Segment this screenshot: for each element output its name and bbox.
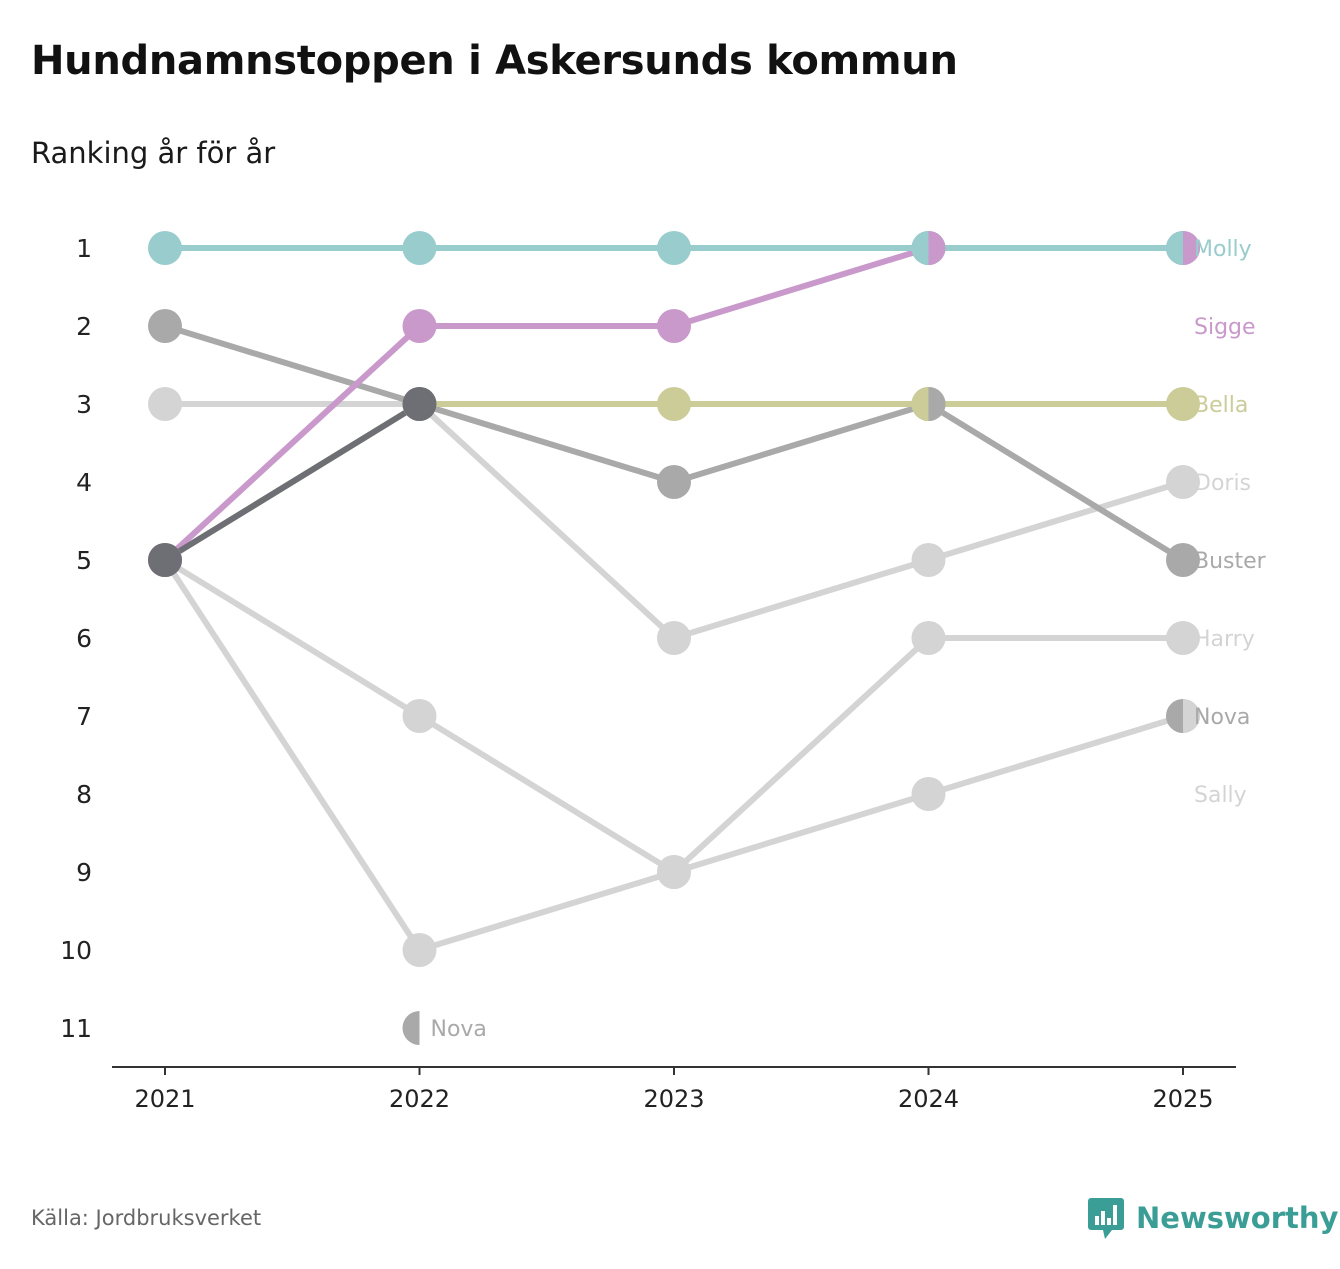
series-line-doris: [162, 401, 1186, 641]
series-line-harry: [162, 557, 1186, 875]
series-line-buster: [162, 323, 1186, 563]
end-label-sigge: Sigge: [1194, 315, 1256, 340]
marker-molly-2021: [148, 231, 182, 265]
x-axis: 2021 2022 2023 2024 2025: [112, 1066, 1236, 1113]
marker-molly-2023: [657, 231, 691, 265]
y-tick-label-10: 10: [60, 936, 92, 965]
y-tick-label-5: 5: [76, 546, 92, 575]
y-axis-tick-labels: 1 2 3 4 5 6 7 8 9 10 11: [60, 234, 92, 1043]
marker-sally-2022: [402, 933, 437, 967]
series-lines: [162, 245, 1186, 953]
marker-bella-2023: [657, 387, 691, 421]
end-label-sally: Sally: [1194, 783, 1247, 808]
end-label-nova: Nova: [1194, 705, 1250, 730]
y-tick-label-3: 3: [76, 390, 92, 419]
x-tick-label-2024: 2024: [898, 1085, 959, 1113]
split-marker-2025-1: [1166, 231, 1200, 265]
marker-buster-2021: [148, 309, 182, 343]
marker-doris-2023: [657, 621, 691, 655]
marker-sigge-2023: [657, 309, 691, 343]
marker-sally-2024: [911, 777, 946, 811]
marker-molly-2022: [402, 231, 437, 265]
marker-buster-2025: [1166, 543, 1200, 577]
marker-harry-2024: [911, 621, 946, 655]
marker-harry-2025: [1166, 621, 1200, 655]
y-tick-label-7: 7: [76, 702, 92, 731]
marker-doris-2021: [148, 387, 182, 421]
y-tick-label-1: 1: [76, 234, 92, 263]
marker-nova-2022: [402, 387, 437, 421]
split-marker-2025-7: [1166, 699, 1200, 733]
y-tick-label-2: 2: [76, 312, 92, 341]
series-line-nova: [162, 401, 423, 563]
annotation-nova: Nova: [431, 1017, 487, 1042]
y-tick-label-11: 11: [60, 1014, 92, 1043]
split-marker-2024-3: [911, 387, 946, 421]
x-tick-label-2021: 2021: [134, 1085, 195, 1113]
y-tick-label-4: 4: [76, 468, 92, 497]
marker-doris-2024: [911, 543, 946, 577]
brand-name: Newsworthy: [1136, 1201, 1339, 1235]
series-markers: [148, 231, 1200, 1045]
annotations: Nova: [431, 1017, 487, 1042]
marker-harry-2023: [657, 855, 691, 889]
marker-harry-2022: [402, 699, 437, 733]
x-tick-label-2022: 2022: [389, 1085, 450, 1113]
y-tick-label-9: 9: [76, 858, 92, 887]
chart-title: Hundnamnstoppen i Askersunds kommun: [31, 38, 958, 84]
marker-nova-2021: [148, 543, 182, 577]
marker-doris-2025: [1166, 465, 1200, 499]
end-label-bella: Bella: [1194, 393, 1248, 418]
end-labels: Molly Sigge Bella Doris Buster Harry Nova Sally: [1194, 237, 1267, 808]
y-tick-label-8: 8: [76, 780, 92, 809]
split-marker-2024-1: [911, 231, 946, 265]
newsworthy-logo[interactable]: Newsworthy: [1088, 1196, 1338, 1240]
x-tick-label-2023: 2023: [643, 1085, 704, 1113]
source-note: Källa: Jordbruksverket: [31, 1206, 262, 1230]
x-tick-label-2025: 2025: [1152, 1085, 1213, 1113]
y-tick-label-6: 6: [76, 624, 92, 653]
end-label-doris: Doris: [1194, 471, 1251, 496]
marker-bella-2025: [1166, 387, 1200, 421]
split-marker-2022-11: [402, 1011, 437, 1045]
bar-chart-speech-bubble-icon: [1088, 1198, 1124, 1239]
end-label-buster: Buster: [1194, 549, 1267, 574]
marker-buster-2023: [657, 465, 691, 499]
end-label-harry: Harry: [1194, 627, 1255, 652]
series-line-sally: [162, 557, 1186, 953]
chart-subtitle: Ranking år för år: [31, 136, 276, 170]
end-label-molly: Molly: [1194, 237, 1252, 262]
marker-sigge-2022: [402, 309, 437, 343]
